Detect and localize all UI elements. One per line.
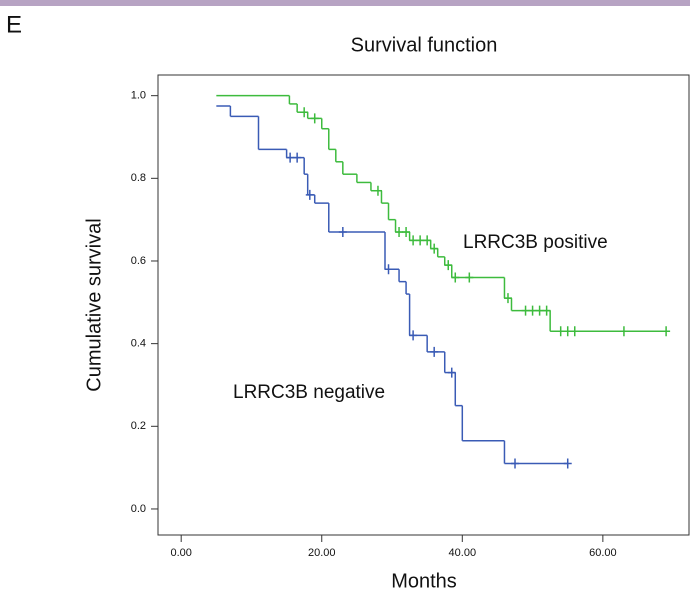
chart-title: Survival function xyxy=(351,34,498,56)
censor-mark xyxy=(557,326,565,336)
plot-frame xyxy=(158,75,689,535)
censor-mark xyxy=(430,347,438,357)
censor-mark xyxy=(522,306,530,316)
chart: E Survival function Months Cumulative su… xyxy=(0,0,690,596)
censor-mark xyxy=(311,113,319,123)
censor-mark xyxy=(416,235,424,245)
x-tick-label: 40.00 xyxy=(449,547,477,559)
x-tick-label: 0.00 xyxy=(170,547,191,559)
censor-mark xyxy=(536,306,544,316)
censor-mark xyxy=(529,306,537,316)
censor-mark xyxy=(339,227,347,237)
y-axis-label: Cumulative survival xyxy=(83,218,105,391)
censor-mark xyxy=(662,326,670,336)
censor-mark xyxy=(620,326,628,336)
y-tick-label: 0.4 xyxy=(131,338,146,350)
series-label: LRRC3B positive xyxy=(463,232,608,253)
x-axis-label: Months xyxy=(391,570,457,592)
censor-mark xyxy=(564,326,572,336)
y-tick-label: 0.2 xyxy=(131,420,146,432)
y-tick-label: 0.6 xyxy=(131,255,146,267)
x-tick-label: 20.00 xyxy=(308,547,336,559)
series-label: LRRC3B negative xyxy=(233,382,385,403)
censor-mark xyxy=(511,458,519,468)
x-tick-label: 60.00 xyxy=(589,547,617,559)
y-tick-label: 1.0 xyxy=(131,90,146,102)
censor-mark xyxy=(465,273,473,283)
censor-mark xyxy=(564,458,572,468)
censor-mark xyxy=(571,326,579,336)
y-tick-label: 0.8 xyxy=(131,172,146,184)
y-tick-label: 0.0 xyxy=(131,503,146,515)
censor-mark xyxy=(293,153,301,163)
panel-label: E xyxy=(6,11,22,38)
image-strip xyxy=(0,0,690,6)
